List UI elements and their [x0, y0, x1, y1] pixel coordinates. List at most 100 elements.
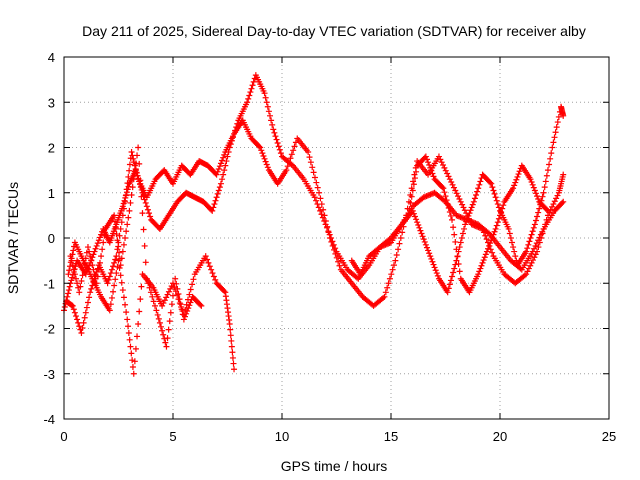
interp-point [396, 240, 403, 247]
interp-point [139, 210, 146, 217]
interp-point [111, 282, 118, 289]
interp-point [365, 255, 372, 262]
interp-point [449, 181, 456, 188]
interp-point [536, 205, 543, 212]
interp-point [488, 237, 495, 244]
series-track-e [348, 103, 567, 296]
interp-point [212, 276, 219, 283]
interp-point [514, 173, 521, 180]
interp-point [310, 169, 317, 176]
interp-point [414, 219, 421, 226]
interp-point [551, 198, 558, 205]
y-tick-label: -1 [43, 276, 55, 291]
interp-point [325, 229, 332, 236]
interp-point [529, 181, 536, 188]
interp-point [101, 232, 108, 239]
interp-point [421, 238, 428, 245]
interp-point [160, 331, 167, 338]
interp-point [410, 210, 417, 217]
interp-point [210, 273, 217, 280]
series-track-f [405, 153, 551, 296]
interp-point [465, 212, 472, 219]
x-tick-label: 15 [384, 429, 398, 444]
x-tick-label: 25 [602, 429, 616, 444]
interp-point [113, 231, 120, 238]
interp-point [495, 204, 502, 211]
interp-point [442, 193, 449, 200]
interp-point [196, 300, 203, 307]
data-point [180, 316, 187, 323]
interp-point [417, 227, 424, 234]
interp-point [145, 280, 152, 287]
interp-point [134, 152, 141, 159]
interp-point [124, 221, 131, 228]
interp-point [211, 201, 218, 208]
interp-point [471, 195, 478, 202]
interp-point [526, 174, 533, 181]
interp-point [131, 168, 138, 175]
y-tick-label: 4 [48, 50, 55, 65]
interp-point [430, 261, 437, 268]
interp-point [119, 287, 126, 294]
interp-point [314, 184, 321, 191]
interp-point [220, 171, 227, 178]
interp-point [453, 190, 460, 197]
interp-point [481, 254, 488, 261]
interp-point [116, 249, 123, 256]
interp-point [260, 152, 267, 159]
x-tick-labels: 0 5 10 15 20 25 [60, 429, 616, 444]
interp-point [136, 160, 143, 167]
interp-point [127, 343, 134, 350]
interp-point [164, 291, 171, 298]
interp-point [153, 307, 160, 314]
interp-point [311, 174, 318, 181]
interp-point [226, 317, 233, 324]
interp-point [487, 240, 494, 247]
y-tick-label: 1 [48, 186, 55, 201]
interp-point [186, 302, 193, 309]
interp-point [207, 205, 214, 212]
interp-point [287, 155, 294, 162]
interp-point [382, 289, 389, 296]
data-point [483, 248, 490, 255]
y-tick-labels: -4 -3 -2 -1 0 1 2 3 4 [43, 50, 55, 427]
interp-point [550, 201, 557, 208]
interp-point [114, 237, 121, 244]
interp-point [74, 280, 81, 287]
interp-point [90, 251, 97, 258]
interp-point [553, 195, 560, 202]
interp-point [99, 246, 106, 253]
interp-point [388, 271, 395, 278]
interp-point [512, 179, 519, 186]
interp-point [489, 184, 496, 191]
interp-point [216, 163, 223, 170]
interp-point [303, 147, 310, 154]
interp-point [112, 276, 119, 283]
interp-point [212, 197, 219, 204]
interp-point [91, 271, 98, 278]
data-point [457, 198, 464, 205]
interp-point [95, 237, 102, 244]
data-point [163, 343, 170, 350]
interp-point [461, 225, 468, 232]
interp-point [220, 287, 227, 294]
interp-point [227, 326, 234, 333]
interp-point [108, 266, 115, 273]
interp-point [559, 173, 566, 180]
interp-point [506, 255, 513, 262]
interp-point [491, 190, 498, 197]
interp-point [140, 226, 147, 233]
interp-point [407, 199, 414, 206]
interp-point [542, 205, 549, 212]
interp-point [79, 324, 86, 331]
interp-point [510, 244, 517, 251]
interp-point [553, 124, 560, 131]
interp-point [141, 242, 148, 249]
interp-point [476, 181, 483, 188]
interp-point [497, 212, 503, 219]
interp-point [386, 275, 393, 282]
interp-point [61, 304, 68, 311]
interp-point [137, 296, 144, 303]
data-point [128, 149, 135, 156]
data-point [154, 311, 161, 318]
